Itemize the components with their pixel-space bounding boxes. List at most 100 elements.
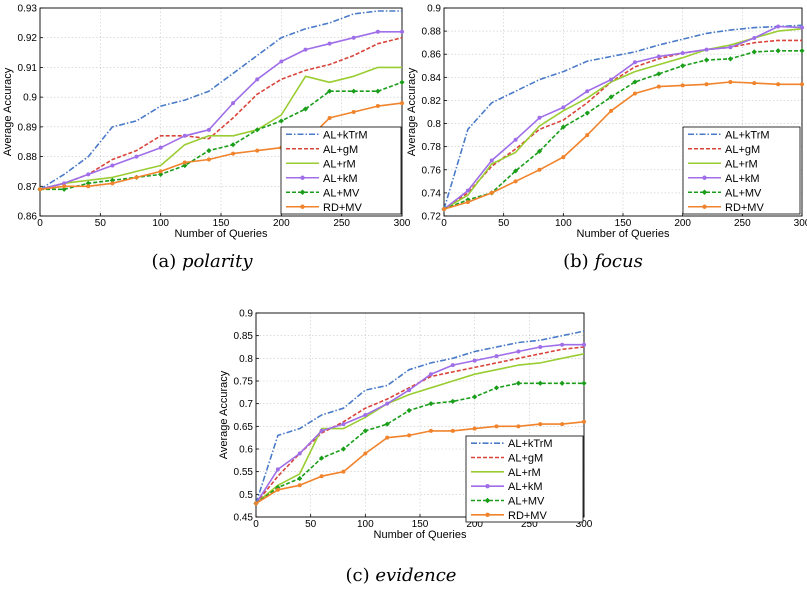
- series-line: [40, 81, 403, 191]
- legend-label: AL+kTrM: [508, 438, 553, 450]
- legend-label: AL+gM: [725, 144, 760, 156]
- x-axis-label: Number of Queries: [577, 228, 670, 240]
- data-point: [231, 151, 236, 156]
- data-point: [319, 455, 325, 461]
- x-tick-label: 300: [576, 519, 593, 530]
- y-tick-label: 0.8: [239, 354, 253, 365]
- legend-label: RD+MV: [508, 510, 547, 522]
- data-point: [428, 372, 433, 377]
- caption-label: (b): [563, 251, 594, 272]
- data-point: [206, 157, 211, 162]
- legend-label: AL+kTrM: [323, 129, 368, 141]
- data-point: [206, 148, 212, 154]
- y-axis-label: Average Accuracy: [406, 67, 418, 156]
- x-tick-label: 100: [555, 218, 572, 229]
- x-tick-label: 300: [394, 218, 411, 229]
- data-point: [559, 380, 565, 386]
- data-point: [341, 422, 346, 427]
- data-point: [278, 118, 284, 124]
- caption-name: evidence: [375, 565, 456, 586]
- legend-label: AL+kM: [508, 481, 543, 493]
- data-point: [561, 155, 566, 160]
- data-point: [800, 25, 804, 30]
- x-tick-label: 250: [734, 218, 751, 229]
- x-tick-label: 100: [152, 218, 169, 229]
- data-point: [584, 110, 590, 116]
- data-point: [489, 158, 494, 163]
- y-tick-label: 0.88: [18, 152, 38, 163]
- series-line: [255, 421, 585, 505]
- data-point: [632, 79, 638, 85]
- y-tick-label: 0.92: [18, 33, 38, 44]
- y-tick-label: 0.86: [18, 212, 38, 223]
- data-point: [465, 200, 470, 205]
- y-tick-label: 0.74: [422, 188, 442, 199]
- legend-label: AL+rM: [508, 467, 541, 479]
- data-point: [297, 451, 302, 456]
- data-point: [513, 168, 519, 174]
- data-point: [86, 172, 91, 177]
- data-point: [537, 167, 542, 172]
- y-tick-label: 0.9: [427, 4, 441, 15]
- x-tick-label: 200: [674, 218, 691, 229]
- series-AL+kTrM: [255, 330, 585, 504]
- data-point: [800, 82, 804, 87]
- data-point: [385, 435, 390, 440]
- legend-label: AL+gM: [323, 144, 358, 156]
- data-point: [465, 188, 470, 193]
- data-point: [680, 63, 686, 69]
- y-tick-label: 0.8: [427, 119, 441, 130]
- legend-label: AL+MV: [508, 496, 545, 508]
- data-point: [297, 483, 302, 488]
- data-point: [279, 59, 284, 64]
- data-point: [656, 54, 661, 59]
- data-point: [608, 94, 614, 100]
- caption-label: (c): [346, 565, 376, 586]
- series-line: [443, 49, 802, 210]
- legend-marker: [485, 512, 490, 518]
- data-point: [582, 419, 586, 424]
- legend-label: AL+rM: [725, 158, 758, 170]
- data-point: [472, 394, 478, 400]
- series-line: [443, 28, 803, 210]
- legend-label: AL+MV: [323, 187, 360, 199]
- series-line: [443, 24, 803, 210]
- data-point: [656, 71, 662, 77]
- series-line: [39, 10, 402, 190]
- x-tick-label: 50: [498, 218, 510, 229]
- y-tick-label: 0.91: [18, 63, 38, 74]
- data-point: [158, 145, 163, 150]
- legend-label: AL+gM: [508, 453, 543, 465]
- y-tick-label: 0.55: [234, 467, 254, 478]
- data-point: [489, 190, 494, 195]
- data-point: [513, 179, 518, 184]
- y-tick-label: 0.76: [422, 165, 442, 176]
- chart-polarity: 0 50 100 150 200 250 300 0.86 0.87 0.88 0.89 0.9 0.9…: [2, 4, 411, 273]
- data-point: [62, 184, 67, 189]
- legend-marker: [300, 175, 305, 180]
- data-point: [319, 428, 324, 433]
- y-tick-label: 0.72: [422, 212, 442, 223]
- legend-box: [465, 435, 584, 523]
- data-point: [351, 88, 357, 94]
- data-point: [327, 88, 333, 94]
- y-tick-label: 0.9: [23, 93, 37, 104]
- data-point: [472, 358, 477, 363]
- data-point: [632, 91, 637, 96]
- y-axis-label: Average Accuracy: [218, 370, 230, 459]
- data-point: [158, 171, 164, 177]
- chart-evidence: 0 50 100 150 200 250 300 0.45 0.5 0.55 0.6 0.65 0.7 0…: [218, 309, 593, 587]
- data-point: [182, 133, 187, 138]
- series-AL+rM: [255, 353, 585, 505]
- data-point: [110, 163, 115, 168]
- data-point: [206, 127, 211, 132]
- y-tick-label: 0.78: [422, 142, 442, 153]
- data-point: [255, 77, 260, 82]
- caption: (a) polarity: [151, 251, 253, 272]
- data-point: [275, 487, 280, 492]
- data-point: [516, 349, 521, 354]
- x-tick-label: 250: [333, 218, 350, 229]
- data-point: [450, 428, 455, 433]
- data-point: [384, 421, 390, 427]
- x-tick-label: 50: [95, 218, 107, 229]
